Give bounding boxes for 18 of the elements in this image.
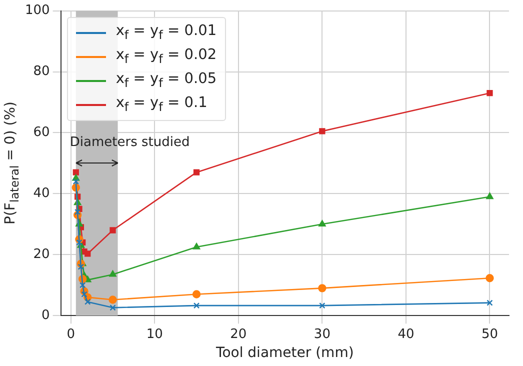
legend-label: x$_{f}$ = y$_{f}$ = 0.1 [116, 95, 208, 114]
y-tick-label: 60 [33, 125, 50, 140]
legend-label: x$_{f}$ = y$_{f}$ = 0.01 [116, 23, 217, 42]
x-tick-label: 50 [481, 326, 498, 342]
x-tick-label: 10 [146, 326, 163, 342]
legend-label: x$_{f}$ = y$_{f}$ = 0.05 [116, 71, 217, 90]
x-tick-label: 20 [230, 326, 247, 342]
x-tick-label: 40 [398, 326, 414, 342]
y-tick-label: 100 [24, 3, 50, 18]
y-tick-label: 40 [33, 186, 50, 202]
y-tick-label: 80 [33, 64, 50, 80]
x-tick-label: 0 [66, 326, 76, 342]
legend-label: x$_{f}$ = y$_{f}$ = 0.02 [116, 47, 217, 66]
band-label: Diameters studied [70, 135, 190, 150]
x-axis-title: Tool diameter (mm) [215, 345, 354, 362]
y-tick-label: 20 [33, 247, 50, 262]
x-tick-label: 30 [314, 326, 330, 342]
y-tick-label: 0 [42, 308, 50, 323]
